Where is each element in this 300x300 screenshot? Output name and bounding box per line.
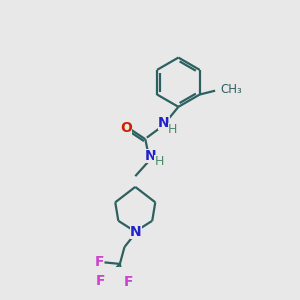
Text: N: N	[145, 149, 157, 163]
Text: O: O	[120, 122, 132, 135]
Text: F: F	[96, 274, 105, 288]
Text: N: N	[158, 116, 170, 130]
Text: F: F	[94, 255, 104, 268]
Text: CH₃: CH₃	[220, 83, 242, 96]
Text: N: N	[130, 225, 142, 239]
Text: H: H	[167, 123, 177, 136]
Text: H: H	[154, 155, 164, 168]
Text: F: F	[124, 275, 133, 290]
